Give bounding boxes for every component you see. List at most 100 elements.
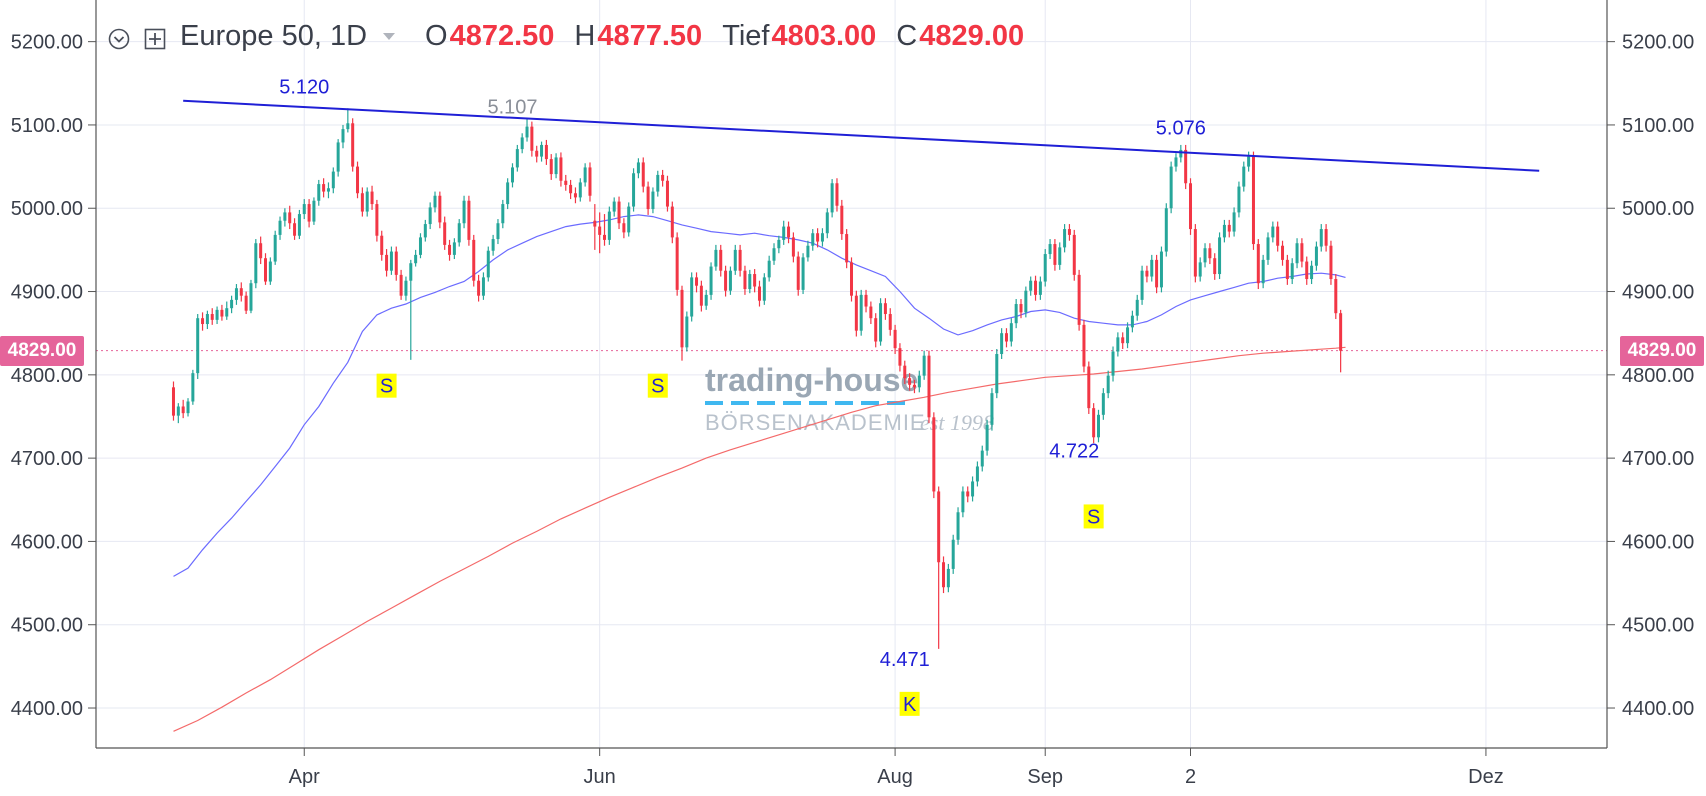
candle-body — [1014, 304, 1018, 324]
candle-body — [598, 226, 602, 235]
candle-body — [535, 150, 539, 157]
x-axis: Apr Jun Aug Sep 2 Dez — [289, 748, 1504, 788]
marker-label: K — [903, 694, 917, 716]
candle-body — [409, 263, 413, 281]
candle-body — [714, 249, 718, 267]
candle-body — [438, 195, 442, 223]
candle-body — [176, 406, 180, 416]
candle-body — [680, 289, 684, 348]
candle-body — [864, 294, 868, 307]
candle-body — [641, 162, 645, 187]
candle-body — [1266, 237, 1270, 260]
candle-body — [917, 375, 921, 388]
y-tick-label: 4900.00 — [11, 282, 83, 304]
marker-box — [1083, 504, 1104, 529]
candle-body — [1038, 281, 1042, 295]
candle-body — [820, 233, 824, 242]
symbol-dropdown-icon[interactable] — [383, 32, 396, 40]
candle-body — [767, 260, 771, 278]
candle-body — [1213, 258, 1217, 275]
candle-body — [961, 491, 965, 513]
candle-body — [365, 191, 369, 212]
grid-lines — [96, 0, 1607, 748]
candle-body — [1053, 244, 1057, 265]
candle-body — [835, 183, 839, 206]
candle-body — [288, 212, 292, 224]
candle-body — [496, 223, 500, 240]
close-label: C — [896, 19, 918, 52]
candle-body — [651, 191, 655, 210]
candle-body — [603, 234, 607, 240]
candle-body — [264, 258, 268, 282]
candle-body — [181, 406, 185, 414]
candle-body — [370, 191, 374, 205]
candle-body — [753, 274, 757, 287]
candle-body — [656, 174, 660, 192]
candle-body — [1043, 254, 1047, 282]
candle-body — [404, 280, 408, 296]
watermark-line2: BÖRSENAKADEMIE — [705, 410, 926, 435]
candle-body — [801, 257, 805, 290]
resistance-trendline[interactable] — [183, 99, 1540, 172]
candle-body — [1087, 366, 1091, 409]
candle-body — [530, 126, 534, 151]
candle-body — [791, 237, 795, 257]
open-label: O — [425, 19, 448, 52]
candle-body — [1222, 224, 1226, 238]
x-tick-label: Apr — [289, 766, 320, 788]
symbol-title[interactable]: Europe 50, 1D — [180, 19, 368, 52]
marker-label: S — [651, 376, 664, 398]
candle-body — [201, 318, 205, 325]
candle-body — [1004, 333, 1008, 342]
x-tick-label: Sep — [1027, 766, 1063, 788]
candle-body — [1242, 166, 1246, 187]
y-tick-label: 5000.00 — [1622, 198, 1694, 220]
y-tick-label: 4800.00 — [11, 365, 83, 387]
candle-body — [607, 211, 611, 240]
candle-body — [215, 309, 219, 320]
y-tick-label: 5100.00 — [1622, 115, 1694, 137]
candle-body — [675, 237, 679, 290]
ma-short-line — [173, 214, 1346, 577]
annotations: 5.120 5.107 5.076 4.722 4.471 — [279, 77, 1206, 671]
candle-body — [346, 123, 350, 130]
y-tick-label: 4600.00 — [11, 531, 83, 553]
candle-body — [220, 309, 224, 317]
x-tick-label: 2 — [1185, 766, 1196, 788]
candle-body — [617, 201, 621, 224]
candle-body — [239, 288, 243, 296]
candle-body — [869, 306, 873, 319]
candle-body — [845, 234, 849, 263]
candle-body — [627, 206, 631, 233]
candle-body — [636, 162, 640, 174]
collapse-chevron-icon[interactable] — [108, 25, 130, 50]
candle-body — [622, 223, 626, 233]
watermark-line3: est 1998 — [920, 410, 994, 435]
candle-body — [1324, 229, 1328, 246]
candle-body — [1150, 259, 1154, 277]
candle-body — [472, 239, 476, 281]
candle-body — [1063, 229, 1067, 248]
candle-body — [491, 239, 495, 251]
candle-body — [1271, 226, 1275, 238]
candle-body — [360, 193, 364, 212]
candle-body — [888, 314, 892, 330]
low-label: Tief — [722, 19, 770, 52]
candle-body — [593, 220, 597, 227]
y-tick-label: 5100.00 — [11, 115, 83, 137]
x-tick-label: Jun — [584, 766, 616, 788]
candle-body — [428, 207, 432, 225]
candle-body — [1096, 414, 1100, 438]
candle-body — [1276, 226, 1280, 246]
trendline-layer[interactable] — [183, 99, 1540, 172]
candle-body — [448, 244, 452, 255]
candle-body — [356, 166, 360, 194]
last-price-tag-right: 4829.00 — [1620, 335, 1704, 366]
candle-body — [1048, 244, 1052, 255]
candle-body — [1247, 156, 1251, 167]
add-compare-icon[interactable] — [144, 25, 166, 50]
candle-body — [452, 242, 456, 255]
candle-body — [336, 142, 340, 172]
candle-body — [859, 294, 863, 331]
